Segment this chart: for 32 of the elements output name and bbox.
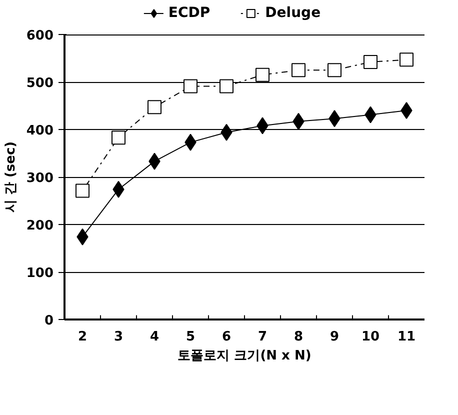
x-tick-label: 5 bbox=[186, 330, 196, 344]
x-tick-label: 3 bbox=[114, 330, 124, 344]
point bbox=[292, 63, 306, 78]
point bbox=[400, 52, 414, 67]
x-tick-label: 10 bbox=[361, 330, 380, 344]
point bbox=[328, 63, 342, 78]
y-axis-title: 시 간 (sec) bbox=[3, 141, 18, 213]
point bbox=[364, 55, 378, 70]
y-tick-label: 100 bbox=[26, 266, 54, 281]
x-tick-label: 4 bbox=[150, 330, 160, 344]
legend-label: ECDP bbox=[168, 5, 210, 21]
x-axis-title: 토폴로지 크기(N x N) bbox=[178, 348, 312, 364]
x-tick-label: 11 bbox=[397, 330, 416, 344]
x-tick-label: 2 bbox=[78, 330, 88, 344]
y-tick-label: 400 bbox=[26, 124, 54, 138]
point bbox=[76, 184, 90, 198]
point bbox=[148, 100, 162, 114]
point bbox=[112, 130, 126, 145]
point bbox=[220, 79, 234, 94]
x-tick-label: 8 bbox=[294, 330, 304, 344]
point bbox=[184, 79, 198, 94]
x-tick-label: 6 bbox=[222, 330, 232, 344]
legend-label: Deluge bbox=[265, 5, 321, 21]
y-tick-label: 200 bbox=[26, 218, 54, 234]
y-tick-label: 500 bbox=[26, 76, 54, 91]
x-tick-label: 9 bbox=[330, 330, 340, 344]
x-tick-label: 7 bbox=[258, 330, 268, 344]
point bbox=[400, 102, 412, 119]
y-tick-label: 600 bbox=[26, 28, 54, 44]
y-tick-label: 300 bbox=[26, 171, 54, 186]
y-tick-label: 0 bbox=[44, 314, 54, 328]
point bbox=[256, 68, 270, 82]
